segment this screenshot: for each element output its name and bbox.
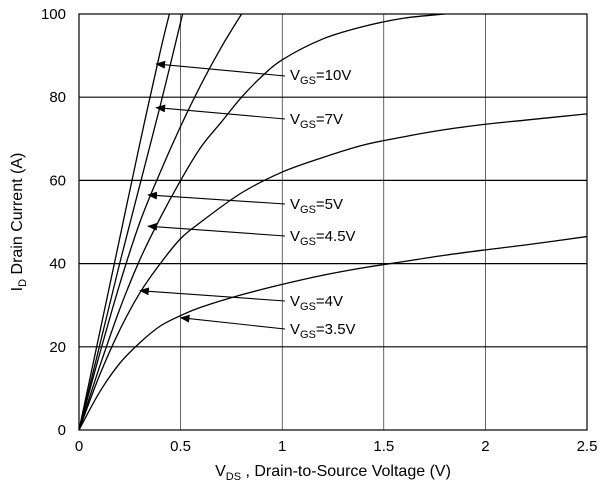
series-line-1 bbox=[79, 14, 171, 430]
series-line-5 bbox=[79, 113, 587, 430]
annotation-label: VGS=3.5V bbox=[290, 321, 356, 341]
x-tick-label: 2 bbox=[481, 438, 489, 455]
annotation-arrow bbox=[138, 287, 286, 302]
annotation-label: VGS=4.5V bbox=[290, 228, 356, 248]
annotation-label: VGS=10V bbox=[290, 67, 351, 87]
x-axis-title: VDS , Drain-to-Source Voltage (V) bbox=[215, 463, 451, 483]
annotation-arrow bbox=[147, 191, 286, 205]
y-tick-label: 0 bbox=[58, 422, 66, 439]
grid-lines bbox=[79, 14, 587, 430]
tick-labels: 0 0.5 1 1.5 2 2.5 0 20 40 60 80 100 bbox=[41, 6, 597, 455]
annotation-arrow bbox=[147, 222, 286, 237]
series-curves bbox=[79, 14, 587, 430]
plot-area-frame bbox=[78, 13, 588, 431]
x-tick-label: 0 bbox=[75, 438, 83, 455]
y-tick-label: 80 bbox=[49, 89, 66, 106]
annotation-label: VGS=4V bbox=[290, 293, 343, 313]
annotation-arrow bbox=[179, 314, 286, 330]
series-line-6 bbox=[79, 235, 587, 430]
y-axis-title: ID Drain Current (A) bbox=[9, 153, 29, 292]
y-tick-label: 20 bbox=[49, 339, 66, 356]
annotation-label: VGS=7V bbox=[290, 111, 343, 131]
x-tick-label: 0.5 bbox=[170, 438, 191, 455]
annotation-label: VGS=5V bbox=[290, 196, 343, 216]
series-line-2 bbox=[79, 14, 184, 430]
annotation-arrow bbox=[155, 104, 286, 120]
y-tick-label: 60 bbox=[49, 172, 66, 189]
x-tick-label: 1 bbox=[278, 438, 286, 455]
x-tick-label: 1.5 bbox=[373, 438, 394, 455]
x-tick-label: 2.5 bbox=[577, 438, 598, 455]
series-line-3 bbox=[79, 14, 243, 430]
y-tick-label: 40 bbox=[49, 256, 66, 273]
annotation-arrow bbox=[155, 60, 286, 77]
y-tick-label: 100 bbox=[41, 6, 66, 23]
series-line-4 bbox=[79, 14, 445, 430]
annotations: VGS=10V VGS=7V VGS=5V VGS=4.5V VGS=4V VGS=3.5… bbox=[138, 60, 356, 341]
